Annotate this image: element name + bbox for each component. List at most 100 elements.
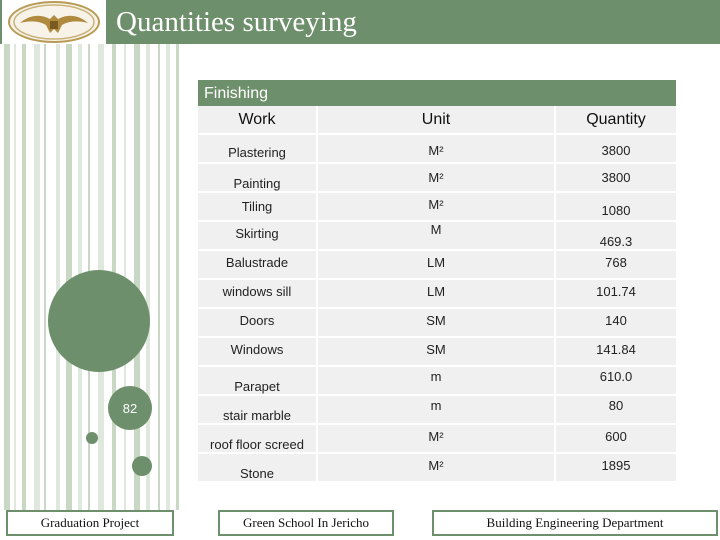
quantity-cell-text: 1895 [601,458,631,473]
decorative-circle [86,432,98,444]
work-cell-text: Skirting [235,226,279,241]
column-header-unit: Unit [318,106,554,133]
work-cell: roof floor screed [198,425,316,452]
unit-cell: SM [318,309,554,336]
unit-cell-text: LM [426,284,446,299]
quantity-cell-text: 101.74 [596,284,636,299]
table-row: Stone M² 1895 [198,454,676,483]
quantity-cell-text: 80 [608,398,624,413]
unit-cell: SM [318,338,554,365]
unit-cell: m [318,367,554,394]
left-stripe [66,44,72,510]
work-cell-text: Windows [230,342,284,357]
quantity-cell-text: 140 [605,313,627,328]
unit-cell-text: M² [428,143,444,158]
quantity-cell-text: 600 [605,429,627,444]
quantity-cell-text: 3800 [601,170,631,185]
table-row: roof floor screed M² 600 [198,425,676,454]
work-cell: Balustrade [198,251,316,278]
quantity-cell-text: 3800 [601,143,631,158]
left-stripe [134,44,140,510]
quantity-cell-text: 1080 [601,203,631,218]
table-row: Skirting M 469.3 [198,222,676,251]
page-number: 82 [108,386,152,430]
decorative-circle [48,270,150,372]
work-cell: Skirting [198,222,316,249]
page-title: Quantities surveying [116,6,357,38]
unit-cell-text: SM [426,342,446,357]
work-cell-text: Parapet [234,379,280,394]
work-cell: stair marble [198,396,316,423]
left-stripe [146,44,150,510]
left-stripe [176,44,179,510]
left-stripe [158,44,160,510]
unit-cell: LM [318,251,554,278]
work-cell: Windows [198,338,316,365]
table-row: Tiling M² 1080 [198,193,676,222]
quantity-cell-text: 610.0 [599,369,633,384]
work-cell-text: Doors [239,313,275,328]
left-stripe [22,44,26,510]
unit-cell: M² [318,454,554,481]
unit-cell-text: M² [428,170,444,185]
unit-cell: LM [318,280,554,307]
column-header-work: Work [198,106,316,133]
quantity-cell: 141.84 [556,338,676,365]
table-row: Balustrade LM 768 [198,251,676,280]
table-row: windows sill LM 101.74 [198,280,676,309]
unit-cell-text: m [430,398,442,413]
work-cell-text: windows sill [222,284,292,299]
unit-cell-text: M² [428,458,444,473]
work-cell: Painting [198,164,316,191]
quantity-cell: 3800 [556,135,676,162]
header-bar [0,0,720,44]
work-cell-text: Painting [233,176,281,191]
work-cell-text: Balustrade [225,255,289,270]
work-cell-text: Tiling [241,199,273,214]
table-row: stair marble m 80 [198,396,676,425]
work-cell: Tiling [198,193,316,220]
table-row: Painting M² 3800 [198,164,676,193]
left-stripe [4,44,10,510]
work-cell: Stone [198,454,316,481]
work-cell-text: Plastering [228,145,286,160]
unit-cell: m [318,396,554,423]
table-row: Doors SM 140 [198,309,676,338]
decorative-circle [132,456,152,476]
left-stripe [14,44,16,510]
unit-cell: M [318,222,554,249]
column-header-quantity: Quantity [556,106,676,133]
quantity-cell: 1080 [556,193,676,220]
quantities-table: Finishing Work Unit Quantity Plastering M… [198,80,676,483]
unit-cell: M² [318,135,554,162]
work-cell: windows sill [198,280,316,307]
table-header-row: Work Unit Quantity [198,106,676,135]
unit-cell-text: M [430,222,442,237]
work-cell: Plastering [198,135,316,162]
table-row: Parapet m 610.0 [198,367,676,396]
quantity-cell-text: 469.3 [599,234,633,249]
table-row: Windows SM 141.84 [198,338,676,367]
quantity-cell: 1895 [556,454,676,481]
eagle-logo-icon [8,1,100,43]
quantity-cell: 80 [556,396,676,423]
unit-cell-text: M² [428,429,444,444]
quantity-cell: 600 [556,425,676,452]
footer-project: Graduation Project [6,510,174,536]
left-stripe [44,44,46,510]
quantity-cell: 140 [556,309,676,336]
unit-cell-text: M² [428,197,444,212]
work-cell-text: stair marble [223,408,291,423]
left-stripe [166,44,170,510]
unit-cell-text: m [430,369,442,384]
table-body: Work Unit Quantity Plastering M² 3800 Paint… [198,106,676,483]
quantity-cell-text: 768 [605,255,627,270]
unit-cell-text: SM [426,313,446,328]
quantity-cell: 768 [556,251,676,278]
unit-cell: M² [318,193,554,220]
left-stripe [56,44,60,510]
quantity-cell-text: 141.84 [596,342,636,357]
footer-department: Building Engineering Department [432,510,718,536]
work-cell-text: Stone [240,466,274,481]
quantity-cell: 101.74 [556,280,676,307]
